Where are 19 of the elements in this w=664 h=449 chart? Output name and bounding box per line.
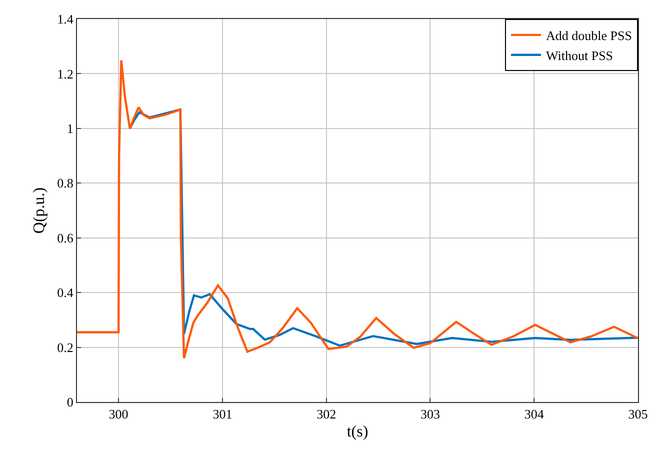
- y-tick-label: 0.2: [57, 340, 74, 355]
- line-series: [77, 59, 638, 360]
- x-tick-label: 305: [628, 406, 648, 422]
- y-tick-label: 0: [66, 394, 74, 410]
- y-axis-title: Q(p.u.): [31, 187, 48, 234]
- y-tick-label: 0.6: [57, 230, 74, 246]
- x-tick-label: 300: [108, 406, 128, 422]
- y-tick-label: 1.2: [57, 66, 74, 82]
- x-tick-label: 302: [316, 406, 336, 422]
- x-tick-label: 301: [212, 406, 232, 422]
- x-axis-title: t(s): [346, 423, 368, 440]
- y-tick-label: 1: [66, 120, 74, 136]
- y-tick-label: 0.8: [57, 176, 74, 191]
- x-tick-label: 303: [420, 406, 440, 422]
- y-tick-label: 0.4: [57, 285, 74, 300]
- legend-label: Without PSS: [546, 48, 614, 63]
- legend-label: Add double PSS: [546, 28, 632, 44]
- x-tick-label: 304: [524, 406, 544, 422]
- y-tick-label: 1.4: [57, 12, 74, 27]
